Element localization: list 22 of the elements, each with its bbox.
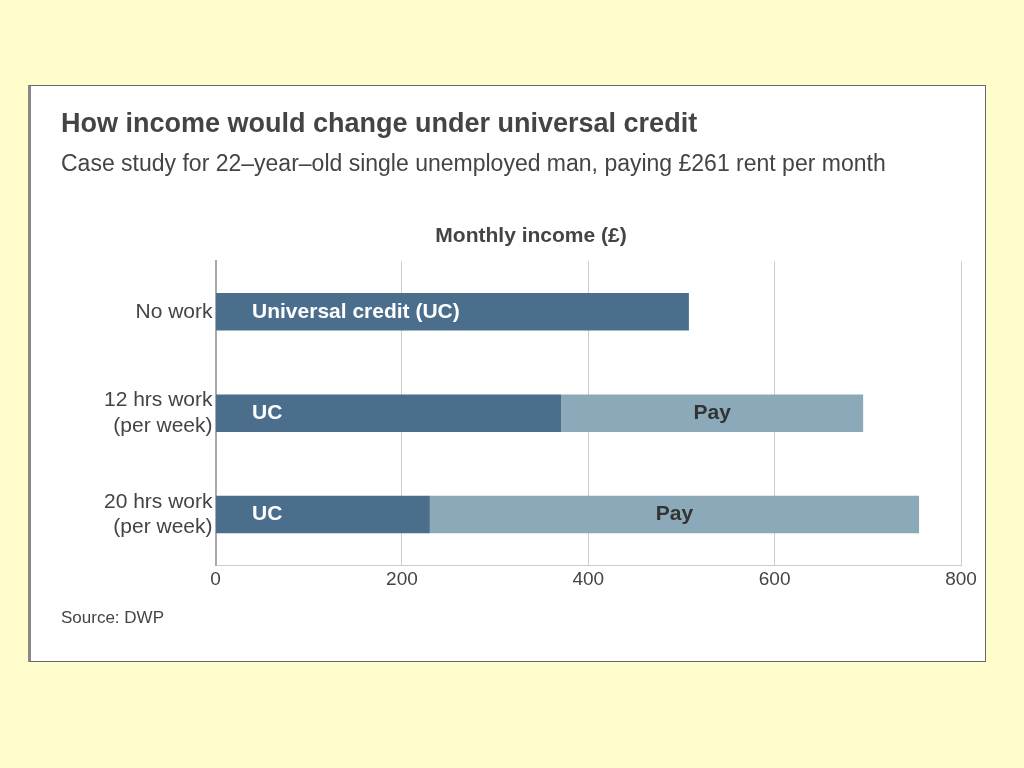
bar [429, 495, 920, 534]
data-label: Pay [693, 400, 732, 423]
y-tick-label: No work [135, 298, 214, 322]
y-tick-label: 20 hrs work (per week) [103, 488, 214, 537]
chart-title: How income would change under universal credit [61, 108, 698, 139]
x-tick-label: 600 [758, 567, 791, 589]
source-note: Source: DWP [61, 608, 164, 628]
data-label: Pay [655, 501, 694, 525]
data-label: UC [252, 501, 283, 525]
data-label: UC [252, 400, 283, 423]
y-tick-label: 12 hrs work (per week) [103, 387, 214, 436]
bar [216, 495, 430, 534]
x-axis-title: Monthly income (£) [435, 223, 627, 247]
x-tick-label: 200 [386, 567, 418, 589]
data-label: Universal credit (UC) [252, 298, 460, 322]
chart-subtitle: Case study for 22–year–old single unemployed man, paying £261 rent per month [61, 149, 887, 178]
bar [216, 394, 562, 432]
bar [561, 394, 864, 432]
bar [216, 293, 689, 331]
x-tick-label: 400 [572, 567, 605, 589]
x-tick-label: 800 [945, 567, 977, 589]
x-tick-label: 0 [210, 567, 221, 589]
